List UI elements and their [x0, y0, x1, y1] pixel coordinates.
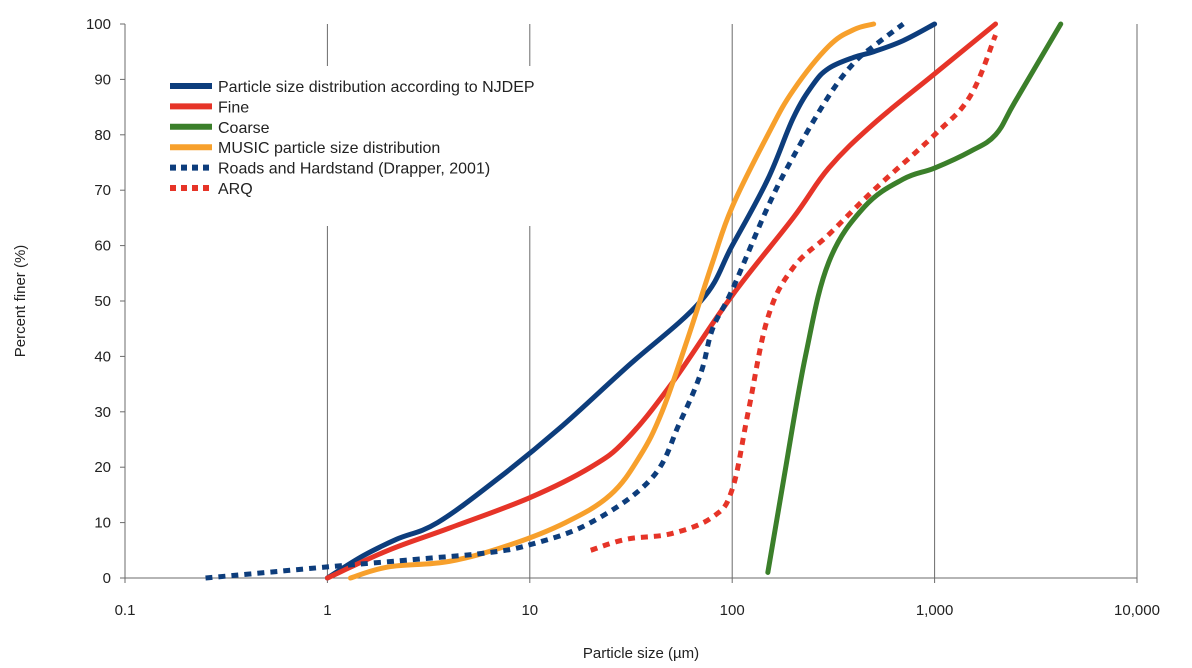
- x-tick-label: 10: [521, 602, 538, 619]
- x-tick-label: 1: [323, 602, 331, 619]
- series-line-1: [324, 21, 938, 581]
- x-tick-label: 1,000: [916, 602, 954, 619]
- legend-label-1: Particle size distribution according to …: [218, 79, 535, 96]
- y-tick-label: 50: [94, 293, 111, 310]
- legend-label-6: ARQ: [218, 181, 253, 198]
- y-tick-label: 40: [94, 348, 111, 365]
- series-line-3: [765, 21, 1064, 575]
- series-line-4: [347, 21, 877, 581]
- series-group: [205, 21, 1064, 581]
- y-tick-label: 80: [94, 127, 111, 144]
- y-tick-label: 100: [86, 16, 111, 33]
- legend-label-2: Fine: [218, 99, 249, 116]
- series-line-5: [205, 21, 905, 581]
- series-line-2: [324, 21, 999, 581]
- legend-label-5: Roads and Hardstand (Drapper, 2001): [218, 161, 490, 178]
- y-tick-label: 90: [94, 71, 111, 88]
- x-tick-label: 10,000: [1114, 602, 1160, 619]
- y-tick-label: 20: [94, 459, 111, 476]
- x-axis-title: Particle size (µm): [583, 645, 699, 662]
- y-tick-label: 30: [94, 404, 111, 421]
- series-line-6: [589, 34, 998, 553]
- y-tick-label: 0: [103, 570, 111, 587]
- legend-label-4: MUSIC particle size distribution: [218, 140, 440, 157]
- y-axis-title: Percent finer (%): [12, 245, 29, 358]
- plot-area: 0 10 20 30 40 50 60 70 80 90 100 0.1 1 10 100 1,000 10,0…: [12, 16, 1160, 662]
- y-tick-label: 10: [94, 515, 111, 532]
- legend: Particle size distribution according to …: [170, 79, 535, 198]
- gridlines: [326, 24, 1138, 578]
- legend-label-3: Coarse: [218, 120, 270, 137]
- x-tick-label: 0.1: [115, 602, 136, 619]
- y-tick-label: 70: [94, 182, 111, 199]
- y-tick-label: 60: [94, 238, 111, 255]
- x-tick-label: 100: [720, 602, 745, 619]
